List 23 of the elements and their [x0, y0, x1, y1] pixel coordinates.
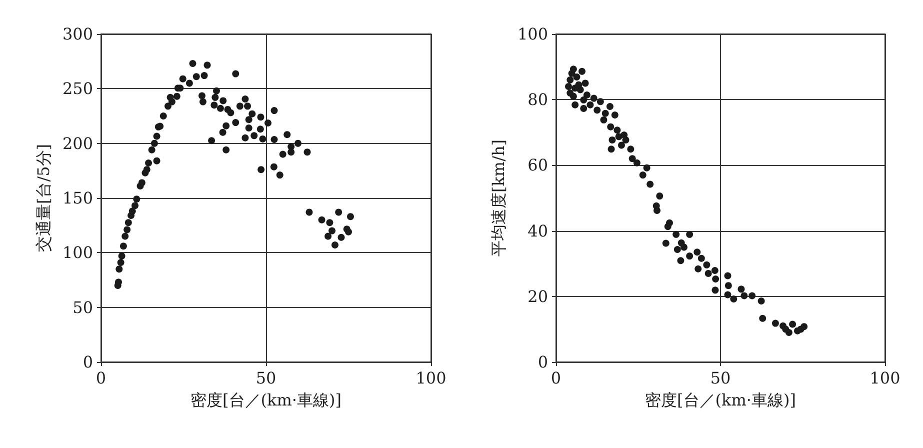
x-tick-label: 50: [256, 368, 276, 388]
x-tick-label: 0: [96, 368, 106, 388]
x-tick-label: 100: [416, 368, 446, 388]
y-tick-label: 0: [82, 352, 93, 372]
y-tick-label: 40: [528, 221, 548, 240]
y-tick-label: 50: [72, 298, 93, 317]
y-tick-label: 20: [528, 286, 548, 306]
x-axis-title: 密度[台／(km·車線)]: [645, 390, 796, 410]
x-tick-label: 100: [870, 368, 900, 388]
y-axis-title: 交通量[台/5分]: [34, 144, 54, 252]
y-tick-label: 0: [538, 352, 548, 372]
y-tick-label: 80: [528, 90, 548, 110]
x-tick-label: 50: [710, 368, 731, 388]
y-tick-label: 60: [528, 156, 548, 175]
y-tick-label: 100: [517, 24, 548, 44]
x-tick-label: 0: [550, 368, 562, 388]
y-tick-label: 200: [62, 134, 93, 153]
y-tick-label: 100: [62, 243, 93, 262]
y-tick-label: 250: [62, 79, 93, 98]
y-tick-label: 150: [62, 188, 93, 208]
y-axis-title: 平均速度[km/h]: [489, 139, 508, 257]
x-axis-title: 密度[台／(km·車線)]: [190, 390, 342, 410]
y-tick-label: 300: [62, 24, 93, 44]
